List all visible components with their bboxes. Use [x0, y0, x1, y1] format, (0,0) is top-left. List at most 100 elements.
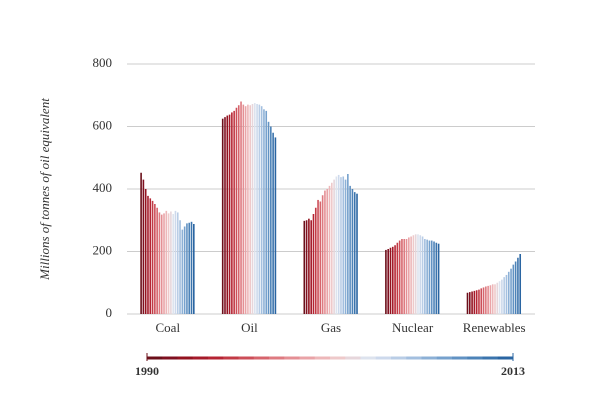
bar: [389, 247, 392, 314]
bar: [154, 204, 156, 314]
bar: [340, 177, 342, 314]
bar: [256, 104, 258, 314]
bar: [471, 291, 473, 314]
colorbar-label: 1990: [135, 364, 159, 378]
y-tick-label: 800: [93, 55, 113, 70]
bar: [424, 239, 426, 314]
colorbar-segment: [360, 356, 377, 360]
bar: [270, 126, 272, 314]
bar: [265, 110, 268, 314]
bar: [172, 214, 174, 314]
bar: [167, 213, 170, 314]
bar: [331, 182, 333, 314]
bar: [231, 112, 233, 314]
y-tick-label: 200: [93, 242, 113, 257]
bar: [305, 220, 308, 314]
colorbar-label: 2013: [501, 364, 525, 378]
bar: [142, 179, 145, 314]
bar: [144, 189, 147, 314]
colorbar-segment: [223, 356, 239, 360]
bar: [147, 195, 149, 314]
bar: [314, 207, 317, 314]
bar: [344, 179, 347, 314]
bar: [267, 121, 270, 314]
bar: [478, 289, 480, 314]
bar: [473, 290, 476, 314]
colorbar-segment: [284, 356, 300, 360]
bar: [253, 103, 256, 314]
bar: [475, 290, 478, 314]
bar: [233, 110, 235, 314]
bar: [491, 284, 494, 314]
bar: [149, 198, 152, 314]
bar: [163, 213, 165, 314]
bar: [398, 240, 401, 314]
bar: [347, 174, 349, 314]
colorbar-segment: [162, 356, 178, 360]
bar: [485, 286, 487, 314]
bar: [240, 101, 242, 314]
bar: [328, 185, 331, 314]
bar: [260, 106, 263, 314]
bar: [510, 268, 512, 314]
x-tick-label: Coal: [156, 320, 181, 335]
y-tick-label: 0: [106, 305, 113, 320]
bar: [342, 176, 345, 314]
colorbar-segment: [452, 356, 468, 360]
colorbar-segment: [177, 356, 194, 360]
bar: [174, 210, 177, 314]
bar: [335, 176, 338, 314]
colorbar-segment: [467, 356, 483, 360]
colorbar-segment: [330, 356, 346, 360]
bar: [237, 105, 240, 314]
bar: [410, 236, 412, 314]
x-tick-label: Oil: [241, 320, 258, 335]
y-tick-label: 400: [93, 180, 113, 195]
colorbar-segment: [406, 356, 422, 360]
bar: [494, 284, 496, 314]
bar: [419, 235, 422, 314]
bar: [487, 285, 489, 314]
bar: [333, 179, 335, 314]
bar: [312, 214, 315, 314]
bar: [272, 132, 274, 314]
bar: [414, 234, 417, 314]
bar: [512, 264, 515, 314]
colorbar-segment: [253, 356, 270, 360]
bar: [353, 192, 356, 314]
bar: [263, 109, 265, 314]
bar: [387, 249, 389, 314]
colorbar-segment: [375, 356, 392, 360]
bar: [319, 201, 322, 314]
bar: [151, 200, 154, 314]
bar: [158, 212, 161, 314]
colorbar-segment: [345, 356, 361, 360]
bar: [176, 212, 179, 314]
x-tick-label: Gas: [321, 320, 341, 335]
bar: [426, 239, 428, 314]
x-tick-label: Renewables: [463, 320, 526, 335]
bar: [401, 239, 403, 314]
bar: [517, 257, 519, 314]
bar: [351, 189, 354, 314]
bar: [433, 241, 435, 314]
colorbar-segment: [208, 356, 224, 360]
bar: [489, 285, 492, 314]
bar: [156, 207, 158, 314]
colorbar-segment: [238, 356, 255, 360]
bar: [337, 174, 340, 314]
bar: [242, 104, 245, 314]
bar: [188, 222, 191, 314]
bar: [428, 240, 431, 314]
bar: [317, 199, 319, 314]
bar: [435, 242, 438, 314]
bar: [403, 239, 406, 314]
bar: [183, 226, 186, 314]
bar: [468, 292, 471, 314]
x-tick-label: Nuclear: [392, 320, 434, 335]
bar: [274, 137, 277, 314]
y-tick-label: 600: [93, 117, 113, 132]
colorbar-segment: [436, 356, 453, 360]
